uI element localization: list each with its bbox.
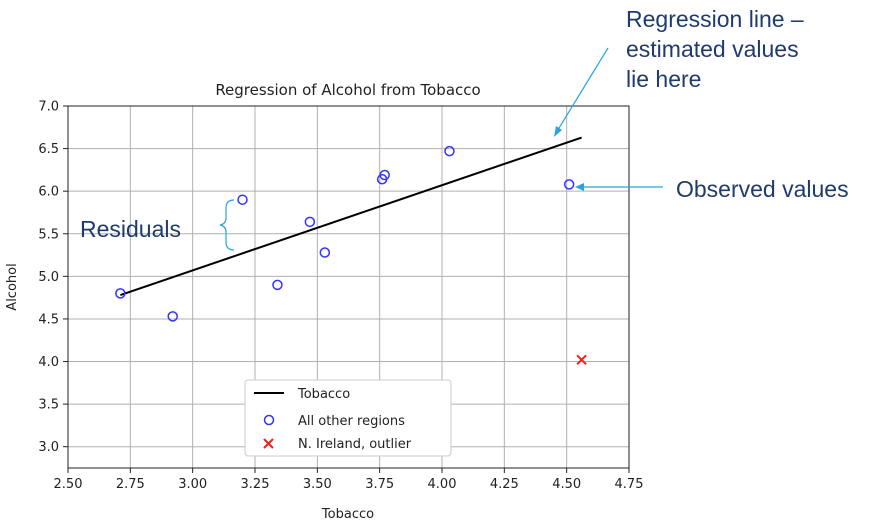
regression-arrowhead [554,126,562,137]
regression-line [120,136,582,297]
observed-point [379,169,390,181]
x-tick-label: 4.50 [552,477,581,492]
x-tick-label: 4.25 [490,477,519,492]
regression-annotation-line-1: Regression line – [626,6,804,32]
chart-title: Regression of Alcohol from Tobacco [215,81,480,99]
legend-label-line: Tobacco [297,387,350,402]
regression-annotation-line-3: lie here [626,66,702,92]
legend-label-outlier: N. Ireland, outlier [298,437,412,452]
legend-label-circles: All other regions [298,414,405,429]
observed-point [272,279,283,291]
legend-x-swatch [263,438,274,449]
regression-annotation-line-2: estimated values [626,36,799,62]
regression-arrow [555,47,609,134]
observed-point [304,216,316,228]
legend: Tobacco All other regions N. Ireland, ou… [244,379,452,457]
observed-point [115,288,126,299]
plot-frame [67,105,630,469]
x-tick-label: 2.50 [54,477,83,492]
y-tick-label: 4.5 [38,312,59,327]
x-tick-label: 3.50 [303,477,332,492]
observed-arrowhead [575,183,584,191]
x-axis-label: Tobacco [321,507,374,522]
observed-point [444,145,455,157]
x-tick-label: 2.75 [116,477,145,492]
x-tick-label: 4.75 [615,477,644,492]
x-tick-label: 4.00 [428,477,457,492]
observed-point [319,247,331,258]
y-tick-label: 5.5 [38,227,59,242]
observed-point [563,179,575,190]
x-tick-label: 3.00 [178,477,207,492]
y-tick-label: 5.0 [38,270,59,285]
x-tick-label: 3.75 [365,477,394,492]
x-tick-label: 3.25 [241,477,270,492]
observed-point [167,311,178,322]
residuals-annotation: Residuals [80,216,181,242]
y-tick-label: 3.0 [38,440,59,455]
y-axis-ticks: 3.0 3.5 4.0 4.5 5.0 5.5 6.0 6.5 7.0 [38,100,68,455]
residuals-brace [219,199,235,251]
regression-annotation: Regression line – estimated values lie h… [626,4,804,94]
grid [67,105,630,468]
annotation-arrows [219,47,663,251]
y-tick-label: 6.5 [38,142,59,157]
y-tick-label: 4.0 [38,355,59,370]
y-tick-label: 6.0 [38,185,59,200]
outlier-point [576,354,587,366]
x-axis-ticks: 2.50 2.75 3.00 3.25 3.50 3.75 4.00 4.25 4.50 4.75 [54,468,644,492]
data-marks [115,136,587,366]
legend-circle-swatch [263,414,275,426]
y-tick-label: 3.5 [38,398,59,413]
y-tick-label: 7.0 [38,100,59,115]
observed-point [237,194,248,205]
observed-annotation: Observed values [676,176,849,202]
y-axis-label: Alcohol [5,263,20,310]
